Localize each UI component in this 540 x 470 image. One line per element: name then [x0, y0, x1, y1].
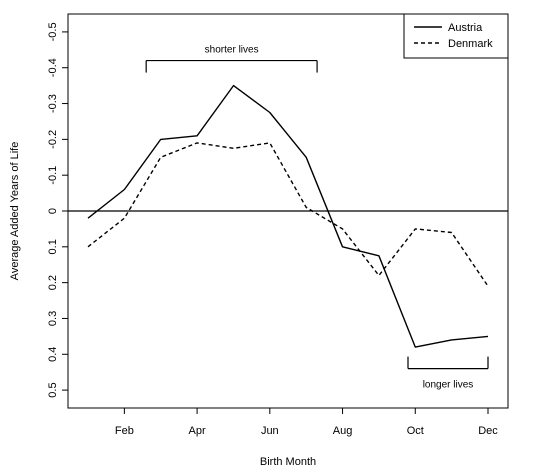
y-tick-label: 0: [47, 208, 59, 214]
y-tick-label: -0.5: [47, 22, 59, 41]
y-tick-label: -0.4: [47, 58, 59, 77]
y-tick-label: -0.2: [47, 130, 59, 149]
y-tick-label: -0.3: [47, 94, 59, 113]
legend-label-denmark: Denmark: [448, 38, 493, 50]
series-line-austria: [87, 84, 489, 348]
x-tick-label: Aug: [333, 425, 353, 437]
x-tick-label: Dec: [478, 425, 498, 437]
annotation-longer-lives: longer lives: [423, 380, 474, 391]
x-tick-label: Jun: [261, 425, 279, 437]
series-line-denmark: [87, 142, 489, 287]
x-tick-label: Apr: [189, 425, 206, 437]
x-tick-label: Feb: [115, 425, 134, 437]
y-tick-label: -0.1: [47, 166, 59, 185]
y-axis: -0.5 -0.4 -0.3 -0.2 -0.1 0 0.1 0.2 0.3 0.4 0.5: [47, 22, 68, 398]
x-tick-label: Oct: [407, 425, 424, 437]
legend-label-austria: Austria: [448, 22, 483, 34]
y-tick-label: 0.2: [47, 275, 59, 290]
x-axis: Feb Apr Jun Aug Oct Dec: [115, 408, 498, 437]
legend-box: [403, 13, 509, 59]
y-tick-label: 0.3: [47, 311, 59, 326]
annotation-shorter-lives: shorter lives: [205, 45, 259, 56]
x-axis-title: Birth Month: [260, 456, 316, 468]
y-tick-label: 0.4: [47, 347, 59, 362]
series-layer: [87, 84, 489, 348]
annotation-layer: shorter lives longer lives: [145, 45, 489, 391]
y-tick-label: 0.1: [47, 239, 59, 254]
y-axis-title: Average Added Years of Life: [9, 142, 21, 281]
y-tick-label: 0.5: [47, 382, 59, 397]
legend: Austria Denmark: [403, 13, 509, 59]
